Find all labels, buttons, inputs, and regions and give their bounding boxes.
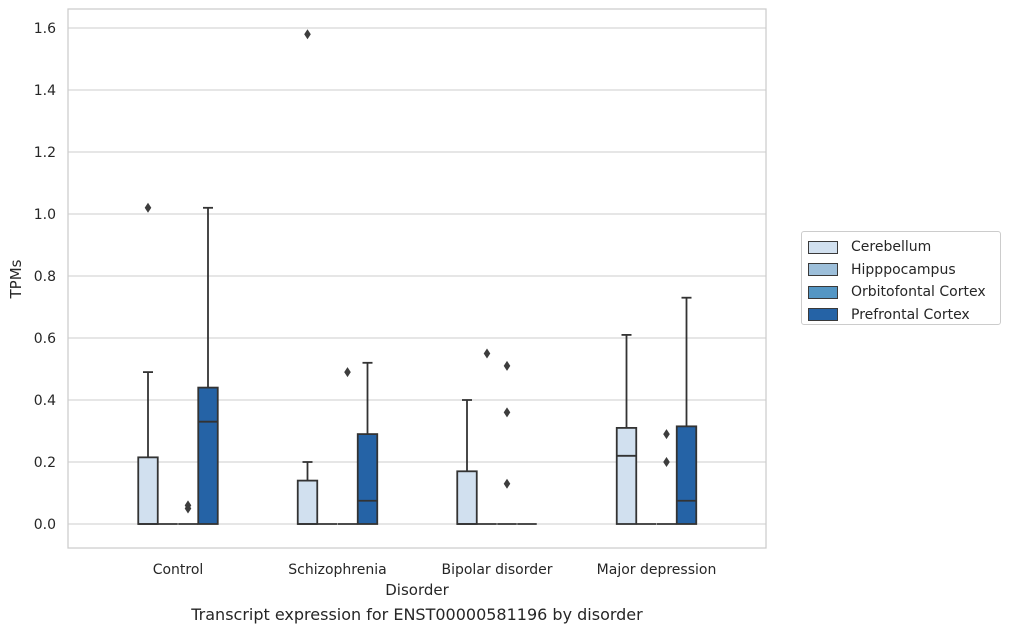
legend-swatch xyxy=(808,240,838,254)
x-tick-label: Bipolar disorder xyxy=(441,562,552,578)
plot-frame xyxy=(67,8,767,549)
x-tick-label: Major depression xyxy=(597,562,717,578)
outlier-point xyxy=(184,500,192,511)
y-tick-label: 1.6 xyxy=(34,21,56,37)
legend-label: Hipppocampus xyxy=(851,261,956,278)
legend-swatch xyxy=(808,285,838,299)
y-tick-label: 1.4 xyxy=(34,83,56,99)
chart-title: Transcript expression for ENST0000058119… xyxy=(191,605,643,624)
box-cerebellum xyxy=(296,461,319,525)
box-body xyxy=(456,470,478,525)
x-axis-label: Disorder xyxy=(385,581,449,599)
y-tick-label: 0.2 xyxy=(34,455,56,471)
box-prefrontal-cortex xyxy=(356,361,379,525)
box-body xyxy=(615,426,638,525)
outlier-point xyxy=(663,429,670,440)
y-tick-label: 0.0 xyxy=(34,517,56,533)
box-body xyxy=(296,479,319,525)
box-body xyxy=(356,433,379,525)
outlier-point xyxy=(304,29,311,40)
y-tick-label: 1.2 xyxy=(34,145,56,161)
outlier-point xyxy=(144,202,152,213)
outlier-point xyxy=(483,348,491,359)
legend-swatch xyxy=(808,308,838,322)
box-prefrontal-cortex xyxy=(675,296,698,525)
box-prefrontal-cortex xyxy=(197,206,219,525)
x-tick-label: Schizophrenia xyxy=(288,562,386,578)
outliers xyxy=(144,29,670,514)
outlier-point xyxy=(663,457,670,467)
outlier-point xyxy=(503,407,511,418)
gridlines xyxy=(68,27,766,525)
legend-item: Cerebellum xyxy=(808,236,1000,259)
y-tick-label: 0.6 xyxy=(34,331,56,347)
x-tick-label: Control xyxy=(153,562,204,578)
box-body xyxy=(137,456,159,525)
outlier-point xyxy=(503,360,511,371)
box-cerebellum xyxy=(615,333,638,525)
box-cerebellum xyxy=(137,371,159,525)
box-body xyxy=(675,425,698,525)
legend-label: Cerebellum xyxy=(851,239,932,256)
y-tick-label: 0.4 xyxy=(34,393,56,409)
y-axis-label: TPMs xyxy=(7,259,25,299)
y-tick-label: 1.0 xyxy=(34,207,56,223)
boxes xyxy=(137,206,698,525)
legend-item: Prefrontal Cortex xyxy=(808,304,1000,327)
legend-item: Orbitofontal Cortex xyxy=(808,281,1000,304)
legend-swatch xyxy=(808,263,838,277)
legend-label: Orbitofontal Cortex xyxy=(851,284,986,301)
box-cerebellum xyxy=(456,399,478,525)
outlier-point xyxy=(344,367,351,378)
legend-label: Prefrontal Cortex xyxy=(851,306,970,323)
y-tick-labels: 0.0 0.2 0.4 0.6 0.8 1.0 1.2 1.4 1.6 xyxy=(34,21,56,533)
legend: Cerebellum Hipppocampus Orbitofontal Corte… xyxy=(801,231,1001,325)
box-body xyxy=(197,386,219,525)
x-tick-labels: Control Schizophrenia Bipolar disorder Majo… xyxy=(153,562,717,578)
outlier-point xyxy=(503,478,511,489)
legend-item: Hipppocampus xyxy=(808,259,1000,282)
y-tick-label: 0.8 xyxy=(34,269,56,285)
